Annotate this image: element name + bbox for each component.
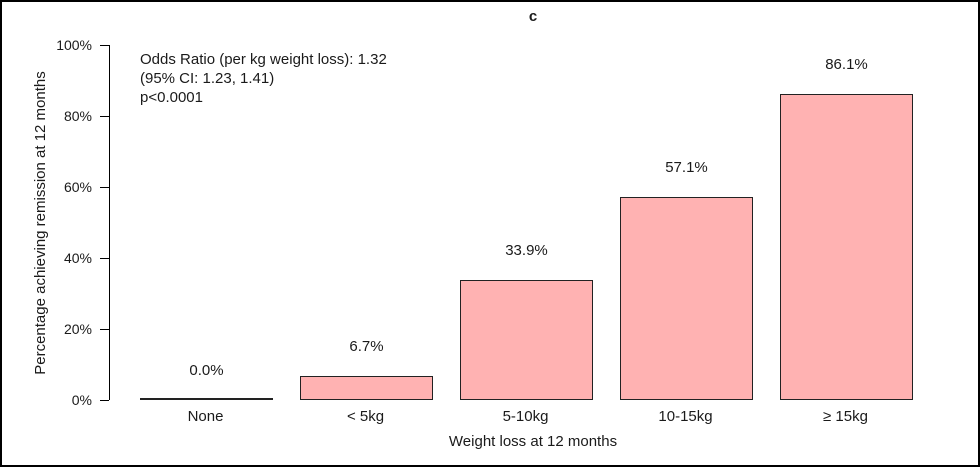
bar-10-15kg [620, 197, 753, 400]
bar-< 5kg [300, 376, 433, 400]
y-axis-tick-label: 60% [63, 179, 92, 195]
bar-value-label: 57.1% [665, 159, 708, 177]
y-axis-tick-label: 100% [56, 37, 92, 53]
y-axis-tick-label: 0% [71, 392, 92, 408]
annotation-line: (95% CI: 1.23, 1.41) [140, 70, 275, 87]
x-axis-title: Weight loss at 12 months [448, 433, 618, 450]
y-axis-tick [100, 399, 109, 401]
x-axis-category-label: < 5kg [346, 408, 385, 425]
x-axis-category-label: ≥ 15kg [823, 408, 868, 425]
y-axis-tick [100, 44, 109, 46]
x-axis-category-label: None [187, 408, 224, 425]
bar-None [140, 398, 273, 400]
y-axis-tick-label: 40% [63, 250, 92, 266]
x-axis-category-label: 5-10kg [502, 408, 549, 425]
chart-title: c [528, 8, 538, 25]
y-axis-tick-label: 20% [63, 321, 92, 337]
y-axis-tick [100, 328, 109, 330]
bar-value-label: 0.0% [189, 362, 224, 379]
annotation-line: p<0.0001 [140, 89, 203, 106]
bar-value-label: 33.9% [505, 241, 548, 259]
annotation-line: Odds Ratio (per kg weight loss): 1.32 [140, 51, 387, 68]
bar-value-label: 6.7% [349, 338, 384, 356]
y-axis-tick [100, 257, 109, 259]
bar-value-label: 86.1% [825, 56, 868, 74]
y-axis-tick-label: 80% [63, 108, 92, 124]
y-axis-tick [100, 115, 109, 117]
bar-≥ 15kg [780, 94, 913, 400]
y-axis-tick [100, 186, 109, 188]
bar-5-10kg [460, 279, 593, 400]
x-axis-category-label: 10-15kg [658, 408, 713, 425]
y-axis-title: Percentage achieving remission at 12 mon… [32, 71, 49, 375]
plot-area: 0.0% 6.7% 33.9% 57.1% 86.1% [100, 44, 958, 401]
stats-annotation: Odds Ratio (per kg weight loss): 1.32 (95… [140, 50, 387, 107]
